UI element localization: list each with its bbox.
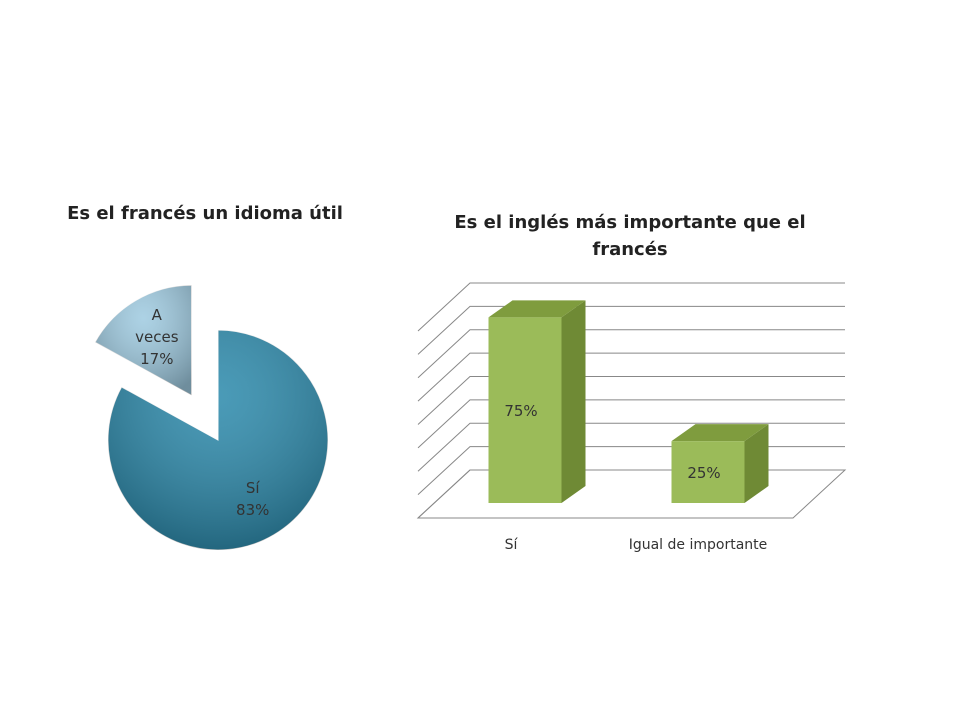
slice-category: Sí xyxy=(245,478,260,497)
floor xyxy=(416,469,847,519)
pie-title: Es el francés un idioma útil xyxy=(67,203,343,224)
bar-side xyxy=(561,300,586,503)
slice-value-label: 83% xyxy=(236,500,270,519)
slice-value-label: 17% xyxy=(140,349,174,368)
grid-line xyxy=(417,329,845,379)
grid-line xyxy=(417,446,845,495)
grid-line xyxy=(417,469,845,519)
bar xyxy=(488,317,562,503)
bar-value-label: 25% xyxy=(687,464,720,482)
bar xyxy=(671,441,745,503)
x-tick-label: Igual de importante xyxy=(629,537,768,553)
grid-line xyxy=(417,282,845,332)
x-tick-label: Sí xyxy=(505,537,519,553)
bar-top xyxy=(488,300,586,318)
bar-top xyxy=(671,424,769,442)
grid-line xyxy=(417,376,845,425)
bar-title: Es el inglés más importante que el franc… xyxy=(454,212,806,260)
slice-shade xyxy=(107,330,328,550)
grid-line xyxy=(417,352,845,402)
grid-line xyxy=(417,422,845,472)
grid-line xyxy=(417,399,845,449)
grid-line xyxy=(417,305,845,355)
slice-shade xyxy=(95,285,192,396)
bar-side xyxy=(744,424,769,503)
bar-value-label: 75% xyxy=(504,402,537,420)
slice-category: A veces xyxy=(135,305,179,346)
